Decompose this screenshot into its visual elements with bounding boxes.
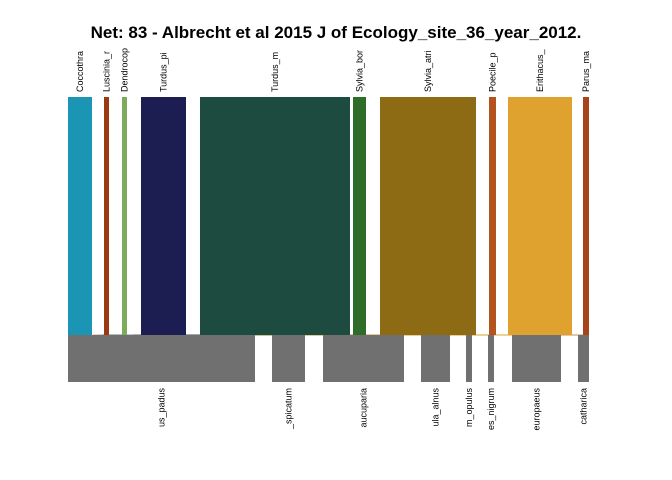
bar-luscinia-r bbox=[104, 97, 109, 335]
bar-dendrocop bbox=[122, 97, 127, 335]
bar-europaeus bbox=[512, 335, 561, 382]
label-poecile-p: Poecile_p bbox=[488, 52, 498, 92]
bar-es-nigrum bbox=[488, 335, 494, 382]
bar-spicatum bbox=[272, 335, 305, 382]
label-es-nigrum: es_nigrum bbox=[486, 388, 496, 430]
bar-erithacus bbox=[508, 97, 572, 335]
label-parus-ma: Parus_ma bbox=[581, 51, 591, 92]
label-aucuparia: aucuparia bbox=[359, 388, 369, 428]
label-us-padus: us_padus bbox=[157, 388, 167, 428]
label-dendrocop: Dendrocop bbox=[120, 48, 130, 92]
lower-level-labels: us_padus _spicatum aucuparia ula_alnus m_opu… bbox=[157, 388, 589, 431]
bar-ula-alnus bbox=[421, 335, 450, 382]
plot-title: Net: 83 - Albrecht et al 2015 J of Ecolo… bbox=[91, 23, 582, 42]
lower-level-bars bbox=[68, 335, 589, 382]
label-spicatum: _spicatum bbox=[284, 388, 294, 430]
bar-catharica bbox=[578, 335, 589, 382]
bar-turdus-pi bbox=[141, 97, 186, 335]
label-luscinia-r: Luscinia_r bbox=[102, 51, 112, 92]
bar-sylvia-atri bbox=[380, 97, 476, 335]
label-sylvia-atri: Sylvia_atri bbox=[423, 50, 433, 92]
bar-aucuparia bbox=[323, 335, 404, 382]
label-coccothra: Coccothra bbox=[75, 51, 85, 92]
label-ula-alnus: ula_alnus bbox=[431, 388, 441, 427]
higher-level-bars bbox=[68, 97, 589, 335]
bar-us-padus bbox=[68, 335, 255, 382]
label-erithacus: Erithacus_ bbox=[535, 48, 545, 92]
bar-sylvia-bor bbox=[353, 97, 366, 335]
label-turdus-pi: Turdus_pi bbox=[159, 52, 169, 92]
bar-turdus-m bbox=[200, 97, 350, 335]
bar-poecile-p bbox=[489, 97, 496, 335]
bar-m-opulus bbox=[466, 335, 472, 382]
label-sylvia-bor: Sylvia_bor bbox=[355, 50, 365, 92]
label-m-opulus: m_opulus bbox=[464, 388, 474, 428]
bar-coccothra bbox=[68, 97, 92, 335]
bar-parus-ma bbox=[583, 97, 589, 335]
label-catharica: catharica bbox=[579, 388, 589, 425]
label-europaeus: europaeus bbox=[532, 388, 542, 431]
label-turdus-m: Turdus_m bbox=[270, 52, 280, 92]
higher-level-labels: Coccothra Luscinia_r Dendrocop Turdus_pi Tur… bbox=[75, 48, 591, 92]
